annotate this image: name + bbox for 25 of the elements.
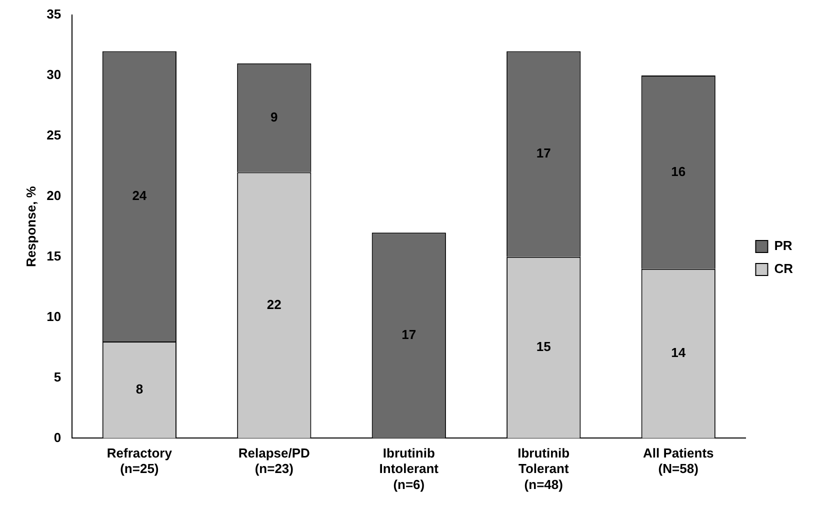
y-tick-label: 15 (46, 248, 62, 264)
data-label: 16 (671, 164, 686, 179)
y-tick-label: 30 (46, 67, 62, 82)
y-tick-label: 0 (54, 430, 62, 445)
data-label: 15 (536, 339, 551, 354)
x-tick-label: Relapse/PD (n=23) (238, 446, 310, 476)
data-label: 22 (266, 296, 282, 312)
legend-label: CR (774, 261, 794, 276)
y-tick-label: 35 (46, 6, 62, 22)
x-tick-label: Refractory (n=25) (106, 446, 173, 476)
y-tick-label: 10 (46, 308, 62, 324)
data-label: 24 (132, 188, 148, 203)
y-tick-label: 25 (46, 127, 62, 142)
data-label: 17 (536, 146, 551, 161)
x-tick-label: All Patients (N=58) (642, 446, 714, 476)
data-label: 8 (136, 381, 144, 396)
x-tick-label: Ibrutinib Tolerant (n=48) (518, 446, 570, 492)
data-label: 17 (402, 327, 416, 342)
y-tick-label: 20 (46, 188, 62, 203)
y-tick-label: 5 (54, 369, 62, 384)
y-axis-title: Response, % (23, 186, 38, 268)
x-tick-label: Ibrutinib Intolerant (n=6) (379, 446, 440, 492)
data-label: 9 (270, 109, 278, 124)
legend-label: PR (774, 238, 793, 254)
data-label: 14 (671, 345, 686, 360)
